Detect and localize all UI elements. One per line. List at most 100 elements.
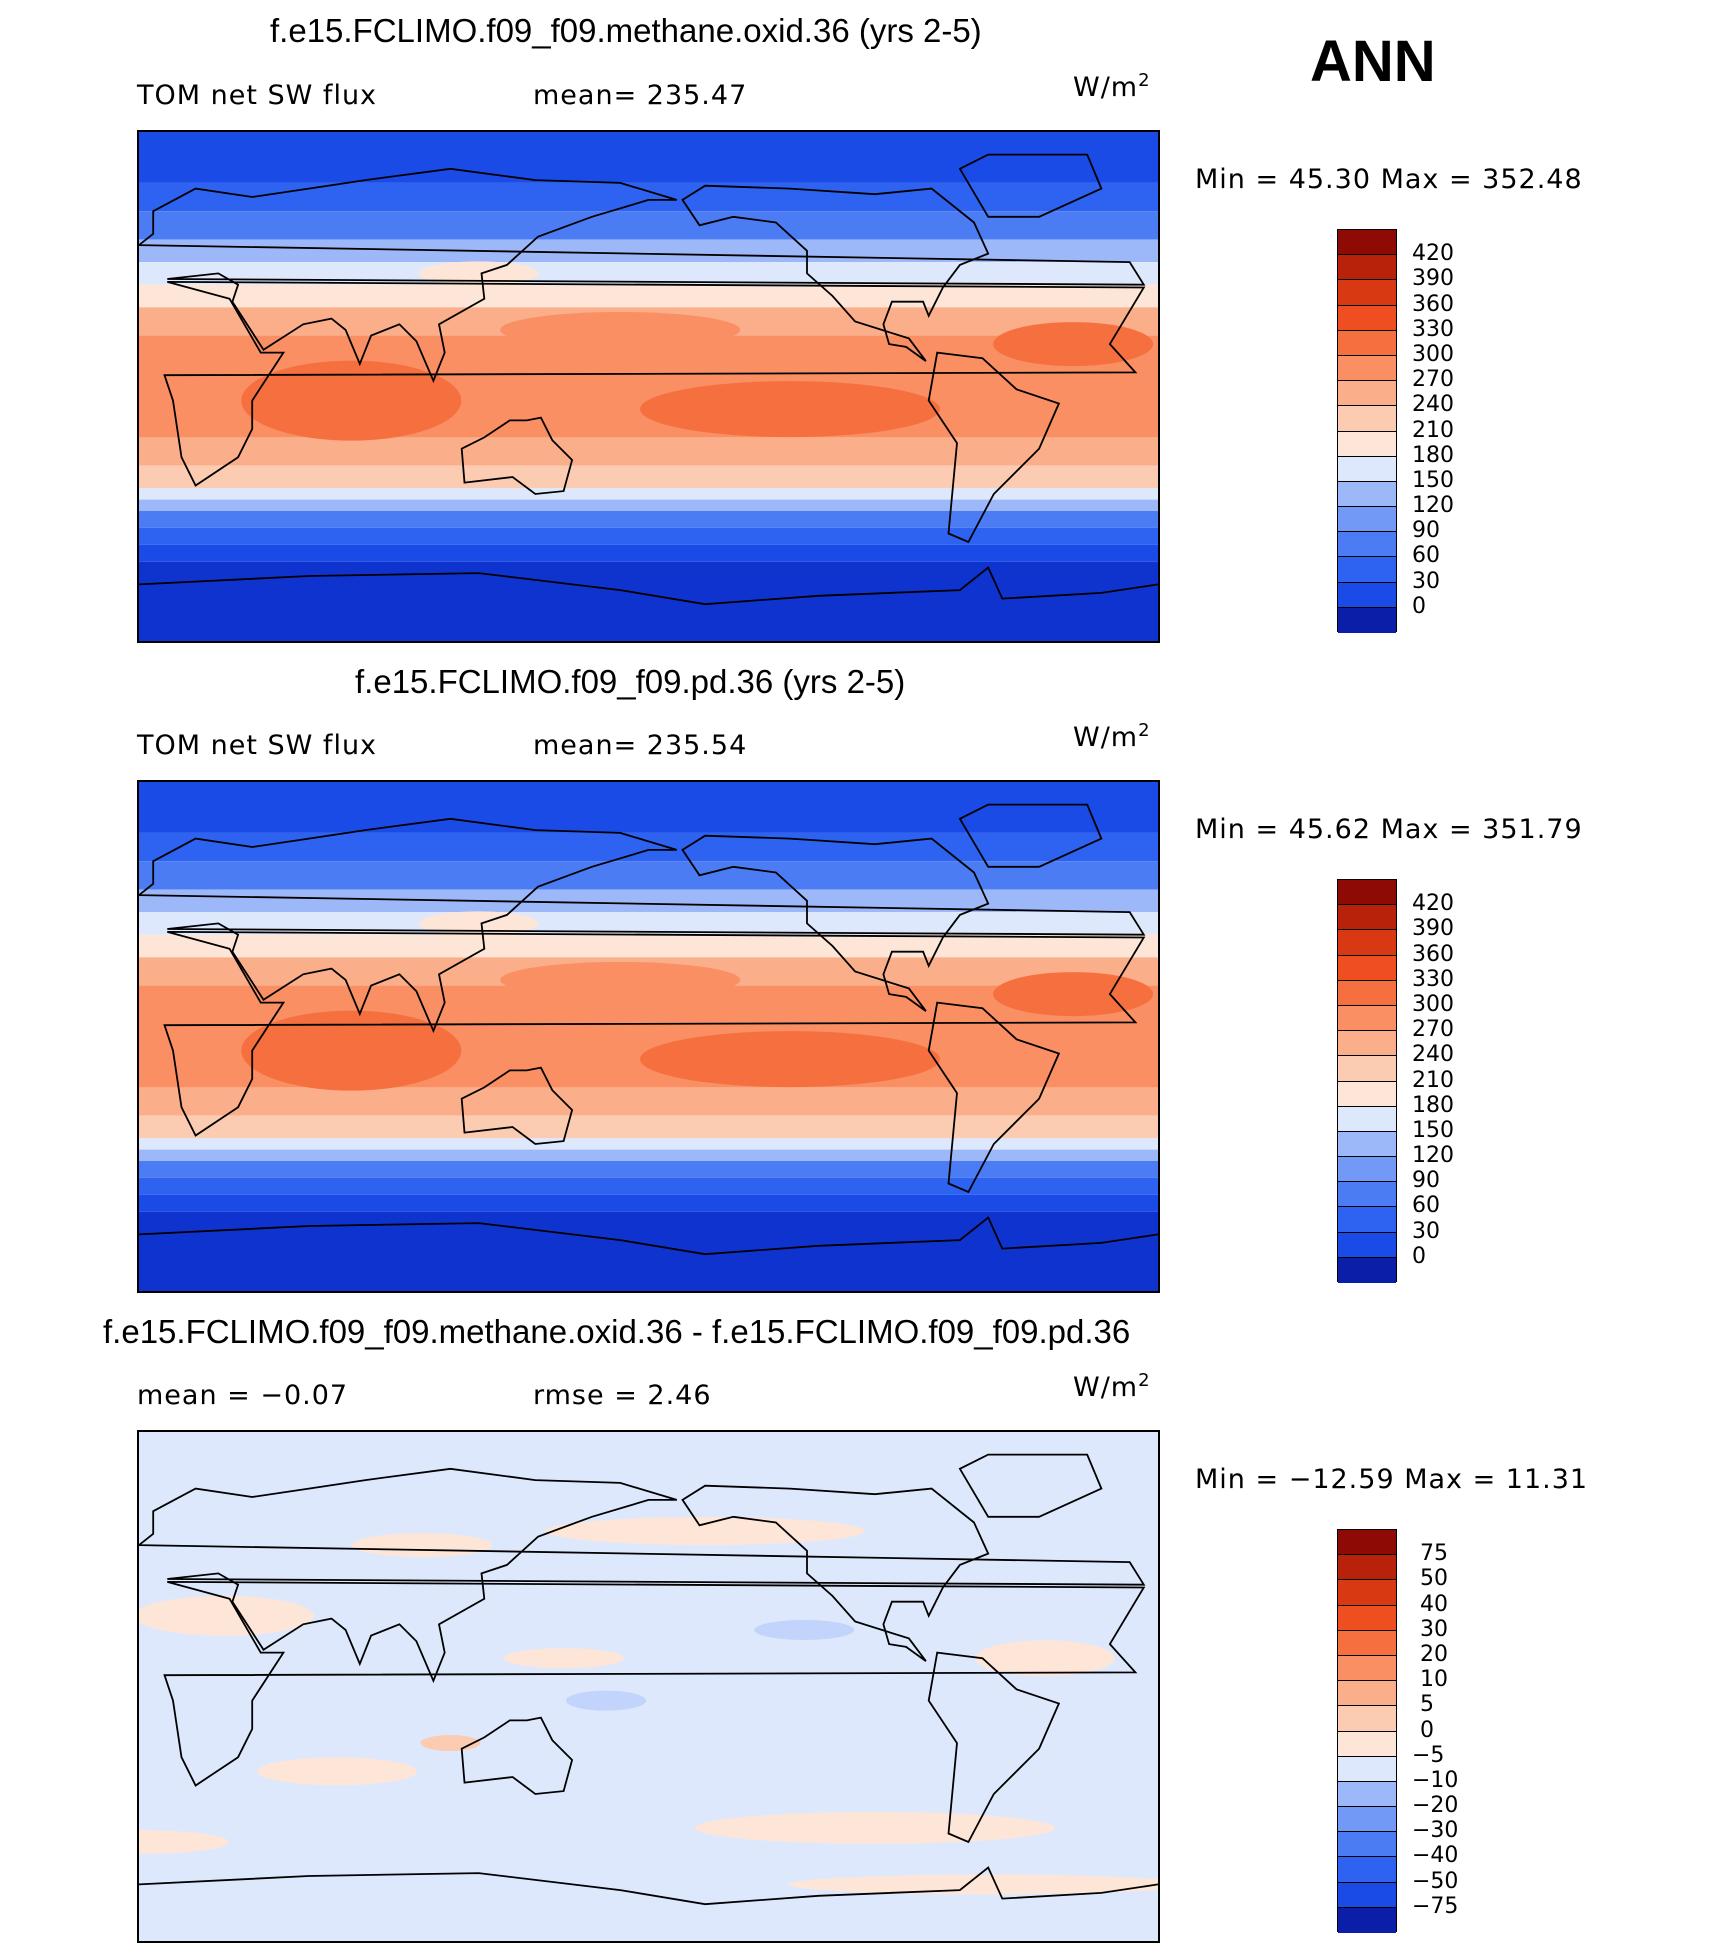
colorbar-tick-label: 120 [1412, 493, 1454, 519]
panel2-variable-label: TOM net SW flux [137, 730, 378, 761]
contour-band [139, 437, 1158, 466]
colorbar-box [1338, 230, 1396, 256]
colorbar-tick-label: −5 [1412, 1742, 1445, 1768]
colorbar-box [1338, 1807, 1396, 1833]
colorbar-box [1338, 1131, 1396, 1158]
colorbar-tick-label: −10 [1412, 1767, 1459, 1793]
contour-patch [974, 1640, 1115, 1677]
contour-band [139, 510, 1158, 528]
map-svg [139, 782, 1158, 1291]
contour-band [139, 239, 1158, 263]
contour-band [139, 211, 1158, 240]
colorbar-tick-label: 390 [1412, 916, 1454, 942]
coastline-samerica [927, 1001, 1061, 1194]
contour-band [139, 1138, 1158, 1150]
contour-patch [418, 911, 539, 936]
colorbar-box [1338, 1031, 1396, 1057]
colorbar-tick-label: 390 [1412, 266, 1454, 292]
colorbar-box [1338, 1232, 1396, 1258]
contour-patch [500, 961, 741, 998]
contour-band [139, 284, 1158, 308]
panel2-title: f.e15.FCLIMO.f09_f09.pd.36 (yrs 2-5) [355, 663, 906, 700]
colorbar-tick-label: 150 [1412, 467, 1454, 493]
contour-patch [640, 1031, 941, 1088]
panel3-mean-label: mean = −0.07 [137, 1380, 349, 1411]
coastline-australia [460, 416, 574, 495]
colorbar-box [1338, 905, 1396, 931]
panel3-colorbar [1337, 1529, 1397, 1933]
contour-band [139, 1194, 1158, 1212]
contour-band [139, 182, 1158, 212]
contour-patch [993, 322, 1154, 367]
map-svg [139, 132, 1158, 641]
colorbar-box [1338, 1706, 1396, 1732]
coastline-africa [163, 281, 1146, 487]
contour-band [139, 132, 1158, 183]
panel3-map [137, 1430, 1160, 1943]
panel3-title: f.e15.FCLIMO.f09_f09.methane.oxid.36 - f… [103, 1313, 1131, 1350]
colorbar-box [1338, 1781, 1396, 1808]
colorbar-tick-label: 240 [1412, 1042, 1454, 1068]
colorbar-box [1338, 1157, 1396, 1183]
panel1-title: f.e15.FCLIMO.f09_f09.methane.oxid.36 (yr… [270, 12, 982, 49]
colorbar-tick-label: −40 [1412, 1843, 1459, 1869]
panel2-minmax: Min = 45.62 Max = 351.79 [1195, 814, 1583, 845]
panel2-map [137, 780, 1160, 1293]
coastline-antarctica [139, 566, 1158, 606]
colorbar-box [1338, 507, 1396, 533]
panel1-map [137, 130, 1160, 643]
panel1-variable-label: TOM net SW flux [137, 80, 378, 111]
colorbar-tick-label: 270 [1412, 1017, 1454, 1043]
colorbar-box [1338, 1832, 1396, 1858]
colorbar-box [1338, 330, 1396, 356]
colorbar-box [1338, 305, 1396, 331]
contour-patch [566, 1690, 647, 1711]
colorbar-box [1338, 355, 1396, 382]
coastline-australia [460, 1716, 574, 1795]
contour-band [139, 782, 1158, 833]
coastline-eurasia [139, 817, 1146, 1034]
colorbar-box [1338, 456, 1396, 482]
colorbar-box [1338, 1630, 1396, 1656]
coastline-namerica [681, 184, 990, 362]
colorbar-tick-label: 120 [1412, 1143, 1454, 1169]
colorbar-tick-label: 90 [1412, 518, 1440, 544]
coastline-greenland [958, 803, 1103, 868]
coastline-greenland [958, 1453, 1103, 1518]
colorbar-tick-label: 240 [1412, 392, 1454, 418]
colorbar-tick-label: 300 [1412, 341, 1454, 367]
colorbar-box [1338, 1182, 1396, 1208]
colorbar-tick-label: −30 [1412, 1818, 1459, 1844]
colorbar-box [1338, 1756, 1396, 1782]
colorbar-tick-label: 360 [1412, 941, 1454, 967]
map-svg [139, 1432, 1158, 1941]
coastline-antarctica [139, 1866, 1158, 1906]
panel1-units: W/m2 [1073, 70, 1151, 103]
contour-band [139, 861, 1158, 890]
contour-band [139, 1115, 1158, 1139]
colorbar-box [1338, 406, 1396, 432]
colorbar-box [1338, 1681, 1396, 1707]
contour-patch [241, 360, 462, 441]
colorbar-tick-label: 60 [1412, 543, 1440, 569]
contour-band [139, 934, 1158, 958]
colorbar-tick-label: 360 [1412, 291, 1454, 317]
contour-band [139, 1149, 1158, 1161]
colorbar-tick-label: 90 [1412, 1168, 1440, 1194]
coastline-namerica [681, 1484, 990, 1662]
contour-patch [352, 1533, 493, 1558]
panel2-mean-label: mean= 235.54 [533, 730, 748, 761]
coastline-samerica [927, 351, 1061, 544]
contour-band [139, 465, 1158, 489]
contour-band [139, 527, 1158, 545]
contour-patch [257, 1757, 418, 1786]
colorbar-box [1338, 1555, 1396, 1581]
colorbar-tick-label: −50 [1412, 1868, 1459, 1894]
colorbar-box [1338, 607, 1396, 633]
colorbar-tick-label: 0 [1412, 1243, 1426, 1269]
colorbar-tick-label: 30 [1412, 568, 1440, 594]
contour-band [139, 488, 1158, 500]
coastline-antarctica [139, 1216, 1158, 1256]
colorbar-box [1338, 955, 1396, 981]
colorbar-tick-label: 270 [1412, 367, 1454, 393]
